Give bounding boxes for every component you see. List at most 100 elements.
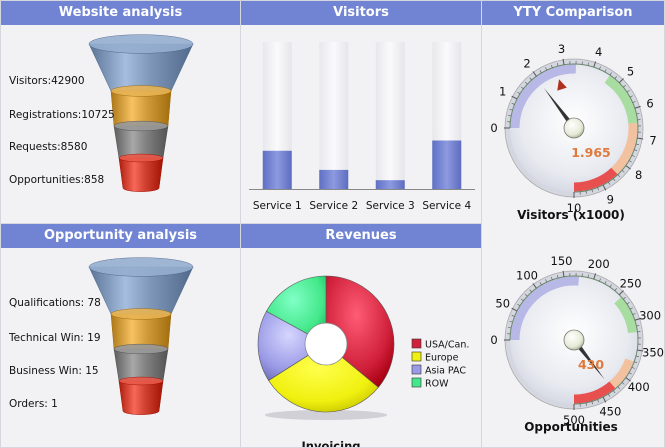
gauge-tick (625, 165, 631, 170)
gauge-tick (520, 298, 524, 302)
gauge-tick (632, 101, 636, 103)
visitors-title: Visitors (241, 1, 481, 25)
legend-swatch-3 (411, 364, 422, 375)
legend-label-1: USA/Can. (425, 340, 469, 351)
gauge-band-1 (510, 64, 576, 129)
gauge-tick (545, 279, 548, 283)
gauge-tick (637, 349, 644, 352)
pie-slice-2 (268, 343, 379, 413)
funnel-segment-3-top (113, 343, 169, 355)
gauge-tick-label: 2 (523, 56, 530, 70)
gauge-tick (636, 113, 640, 115)
gauge-tick (520, 86, 524, 90)
gauge-tick (637, 137, 644, 140)
gauge-tick-label: 250 (620, 276, 642, 290)
gauge-tick (597, 187, 599, 191)
bar-4 (432, 140, 462, 189)
x-tick-label-2: Service 2 (309, 200, 358, 212)
gauge-tick-label: 7 (649, 134, 656, 148)
gauge-tick (635, 143, 639, 145)
gauge-tick (604, 281, 607, 285)
gauge-title: Opportunities (524, 420, 618, 434)
gauge-tick-label: 10 (567, 201, 582, 215)
gauge-tick-label: 0 (490, 333, 497, 347)
gauge-tick (511, 307, 518, 312)
gauge-tick (621, 382, 625, 385)
bar-3 (375, 180, 405, 189)
gauge-band-2 (604, 75, 638, 124)
gauge-tick (524, 293, 528, 297)
funnel-segment-3-top (113, 120, 169, 132)
gauge-tick-label: 8 (635, 168, 642, 182)
gauge-tick-label: 350 (642, 346, 664, 360)
gauge-tick (623, 297, 626, 300)
gauge-tick (597, 399, 599, 403)
gauge-band-3 (611, 123, 638, 175)
gauge-tick (621, 170, 625, 173)
gauge-tick (511, 95, 518, 100)
funnel-segment-4 (118, 380, 164, 415)
gauge-tick (614, 288, 617, 291)
yty-panel: YTY Comparison 0 1 2 3 4 5 6 7 8 9 10 1.965 Visitors… (481, 0, 665, 448)
gauge-tick (517, 91, 521, 94)
gauge-band-1 (510, 276, 579, 341)
website-funnel (88, 34, 194, 192)
gauge-scale-arc (509, 275, 639, 405)
gauge-tick (532, 283, 537, 289)
gauge-tick (509, 321, 513, 323)
funnel-label-technical-win: Technical Win: 19 (9, 332, 101, 344)
gauge-tick (529, 289, 532, 293)
legend-label-2: Europe (425, 353, 459, 364)
gauge-tick-label: 3 (558, 42, 565, 56)
gauge-tick (557, 275, 559, 279)
gauge-tick (551, 64, 553, 68)
gauge-tick (634, 317, 641, 321)
visitors-gauge: 0 1 2 3 4 5 6 7 8 9 10 1.965 Visitors (x1000) (490, 42, 656, 222)
gauge-tick-label: 5 (627, 64, 634, 78)
bar-track-2 (319, 42, 349, 189)
gauge-tick (539, 282, 542, 286)
funnel-label-qualifications: Qualifications: 78 (9, 297, 101, 309)
pie-slice-1 (325, 275, 395, 388)
gauge-tick (608, 393, 611, 397)
gauge-tick (623, 85, 626, 88)
gauge-tick (634, 149, 638, 151)
gauge-tick (636, 325, 640, 327)
funnel-label-opportunities: Opportunities:858 (9, 174, 105, 186)
gauge-tick (629, 95, 633, 98)
gauge-tick (585, 402, 587, 406)
revenues-title: Revenues (241, 224, 481, 248)
bar-2 (319, 169, 349, 189)
pie-slice-4 (266, 275, 327, 345)
gauge-tick (609, 284, 612, 288)
gauge-tick (529, 77, 532, 81)
opportunity-analysis-title: Opportunity analysis (1, 224, 240, 248)
gauge-tick (625, 377, 631, 382)
website-analysis-title: Website analysis (1, 1, 240, 25)
gauge-tick (524, 81, 528, 85)
yty-title: YTY Comparison (482, 1, 664, 25)
gauge-tick (612, 390, 616, 394)
funnel-segment-2-top (110, 308, 172, 320)
gauge-tick (539, 70, 542, 74)
gauge-hub (563, 117, 585, 139)
legend-label-3: Asia PAC (425, 366, 466, 377)
legend-swatch-1 (411, 338, 422, 349)
gauge-tick-label: 6 (646, 96, 653, 110)
gauge-tick (532, 71, 537, 77)
gauge-tick (508, 115, 512, 117)
gauge-tick (587, 62, 589, 66)
bar-1 (262, 150, 292, 189)
gauge-hub (563, 329, 585, 351)
gauge-value: 1.965 (571, 145, 611, 160)
gauge-tick (593, 61, 597, 68)
funnel-segment-1-top (88, 34, 194, 54)
gauge-needle (543, 88, 576, 130)
gauge-band-2 (614, 297, 637, 334)
gauge-value: 430 (578, 357, 604, 372)
funnel-segment-4-top (118, 376, 164, 386)
gauge-tick (614, 76, 617, 79)
gauge-tick (612, 178, 616, 182)
funnel-segment-1-top (88, 257, 194, 277)
gauge-tick-label: 50 (495, 297, 510, 311)
